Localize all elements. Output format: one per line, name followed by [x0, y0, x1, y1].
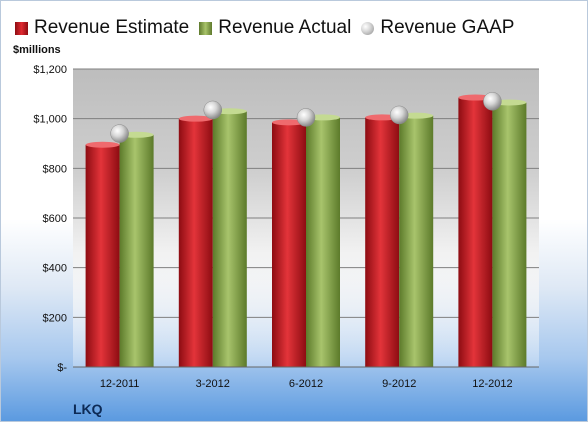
company-ticker: LKQ [73, 401, 103, 417]
bar-revenue-estimate [458, 97, 493, 367]
x-tick-label: 12-2012 [472, 378, 512, 390]
bar-top-estimate [178, 115, 213, 122]
bar-revenue-actual [212, 111, 247, 367]
y-tick-label: $1,200 [33, 64, 67, 76]
legend-label-gaap: Revenue GAAP [380, 17, 515, 38]
y-tick-label: $800 [43, 163, 67, 175]
x-tick-label: 9-2012 [382, 378, 416, 390]
y-tick-label: $1,000 [33, 114, 67, 126]
bar-revenue-actual [306, 117, 340, 367]
point-revenue-gaap [203, 100, 223, 120]
point-revenue-gaap [110, 124, 129, 143]
bar-revenue-estimate [178, 118, 213, 368]
y-tick-label: $600 [43, 213, 67, 225]
point-revenue-gaap [296, 108, 316, 127]
legend-label-estimate: Revenue Estimate [34, 17, 190, 38]
point-revenue-gaap [389, 105, 409, 125]
point-revenue-gaap [483, 92, 502, 111]
legend-item-actual: Revenue Actual [199, 17, 351, 39]
legend-item-estimate: Revenue Estimate [15, 17, 189, 39]
legend-label-actual: Revenue Actual [218, 17, 352, 38]
x-tick-label: 6-2012 [289, 378, 323, 390]
legend-item-gaap: Revenue GAAP [361, 17, 514, 39]
bar-top-estimate [85, 141, 120, 148]
y-tick-label: $200 [43, 312, 67, 324]
y-tick-label: $400 [43, 263, 67, 275]
bar-revenue-estimate [365, 117, 400, 367]
legend-swatch-estimate [15, 21, 28, 35]
x-tick-label: 3-2012 [196, 378, 230, 390]
bar-revenue-actual [399, 115, 434, 367]
legend-swatch-gaap [361, 21, 375, 35]
bar-revenue-actual [119, 134, 154, 367]
chart-legend: Revenue Estimate Revenue Actual Revenue … [15, 17, 575, 39]
y-tick-label: $- [57, 362, 67, 374]
x-tick-label: 12-2011 [100, 378, 140, 390]
bar-revenue-estimate [85, 144, 120, 367]
y-axis-unit-label: $millions [13, 44, 61, 56]
legend-swatch-actual [199, 21, 213, 35]
bar-revenue-estimate [272, 122, 306, 368]
bar-revenue-actual [492, 102, 527, 368]
